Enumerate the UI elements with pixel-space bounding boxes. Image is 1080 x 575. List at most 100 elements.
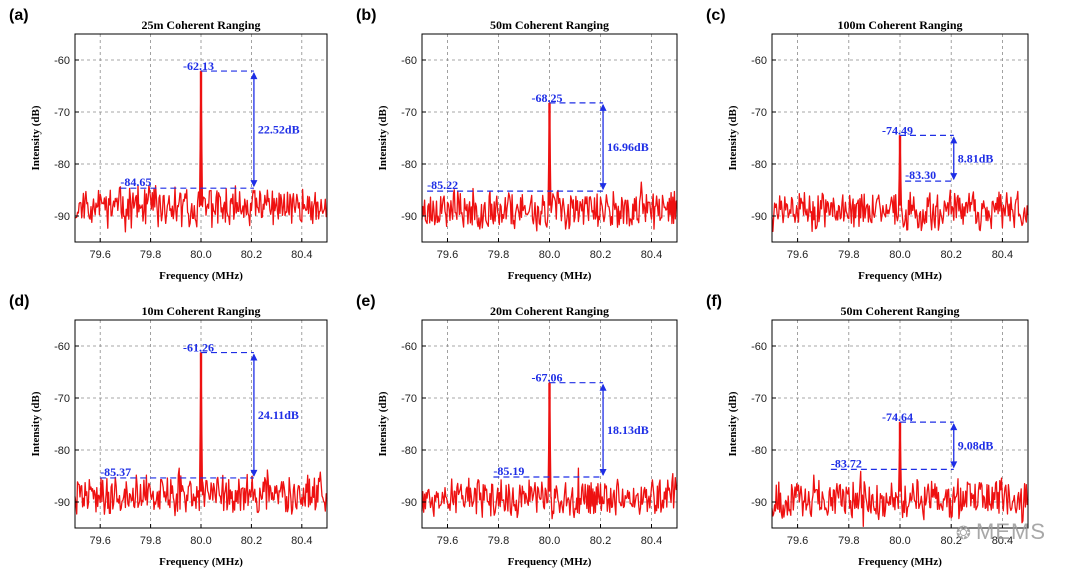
panel-label: (f) xyxy=(706,293,722,310)
x-tick-label: 80.0 xyxy=(539,249,560,261)
chart-title: 50m Coherent Ranging xyxy=(490,18,609,32)
y-tick-label: -80 xyxy=(401,445,417,457)
floor-value-label: -83.72 xyxy=(831,456,862,470)
peak-value-label: -74.49 xyxy=(882,123,913,137)
y-tick-label: -60 xyxy=(751,341,767,353)
y-axis-label: Intensity (dB) xyxy=(377,105,389,170)
x-tick-label: 80.2 xyxy=(590,535,611,547)
arrowhead-down xyxy=(950,461,958,469)
y-tick-label: -90 xyxy=(54,211,70,223)
x-tick-label: 79.6 xyxy=(437,249,458,261)
floor-value-label: -83.30 xyxy=(905,168,936,182)
y-tick-label: -70 xyxy=(401,107,417,119)
floor-value-label: -85.22 xyxy=(427,178,458,192)
peak-value-label: -74.64 xyxy=(882,410,913,424)
y-tick-label: -70 xyxy=(401,393,417,405)
y-tick-label: -80 xyxy=(751,159,767,171)
chart-title: 50m Coherent Ranging xyxy=(840,304,959,318)
x-tick-label: 79.8 xyxy=(838,249,859,261)
watermark-text: MEMS xyxy=(976,519,1046,544)
x-tick-label: 80.2 xyxy=(241,249,262,261)
arrowhead-down xyxy=(950,173,958,181)
x-tick-label: 80.2 xyxy=(940,249,961,261)
peak-value-label: -62.13 xyxy=(183,59,214,73)
x-tick-label: 79.6 xyxy=(89,249,110,261)
y-tick-label: -80 xyxy=(54,445,70,457)
difference-label: 8.81dB xyxy=(958,151,994,165)
arrowhead-up xyxy=(599,383,607,391)
chart-panel: (e) 20m Coherent Ranging 79.6 79.8 80.0 80.2 8… xyxy=(356,293,678,568)
x-tick-label: 79.6 xyxy=(787,249,808,261)
x-tick-label: 79.8 xyxy=(488,249,509,261)
x-tick-label: 80.4 xyxy=(641,249,662,261)
y-tick-label: -80 xyxy=(54,159,70,171)
x-tick-label: 80.0 xyxy=(889,535,910,547)
x-axis-label: Frequency (MHz) xyxy=(508,270,592,282)
y-axis-label: Intensity (dB) xyxy=(30,105,42,170)
y-axis-label: Intensity (dB) xyxy=(377,391,389,456)
y-tick-label: -90 xyxy=(401,497,417,509)
floor-value-label: -85.37 xyxy=(100,465,131,479)
y-tick-label: -70 xyxy=(54,107,70,119)
arrowhead-up xyxy=(250,353,258,361)
x-tick-label: 80.0 xyxy=(190,249,211,261)
panel-label: (c) xyxy=(706,7,726,24)
floor-value-label: -84.65 xyxy=(120,175,151,189)
y-axis-label: Intensity (dB) xyxy=(727,391,739,456)
arrowhead-down xyxy=(250,180,258,188)
x-tick-label: 80.4 xyxy=(992,535,1013,547)
x-tick-label: 79.8 xyxy=(140,249,161,261)
arrowhead-down xyxy=(599,183,607,191)
y-tick-label: -80 xyxy=(751,445,767,457)
difference-label: 16.96dB xyxy=(607,140,649,154)
arrowhead-down xyxy=(599,468,607,476)
y-tick-label: -70 xyxy=(54,393,70,405)
chart-panel: (d) 10m Coherent Ranging 79.6 79.8 80.0 80.2 8… xyxy=(9,293,328,568)
x-tick-label: 79.8 xyxy=(838,535,859,547)
y-tick-label: -80 xyxy=(401,159,417,171)
x-tick-label: 80.2 xyxy=(940,535,961,547)
difference-label: 22.52dB xyxy=(258,123,300,137)
panel-label: (d) xyxy=(9,293,29,310)
y-tick-label: -60 xyxy=(751,55,767,67)
difference-label: 24.11dB xyxy=(258,408,299,422)
x-tick-label: 79.6 xyxy=(787,535,808,547)
chart-title: 20m Coherent Ranging xyxy=(490,304,609,318)
x-axis-label: Frequency (MHz) xyxy=(159,556,243,568)
arrowhead-up xyxy=(599,103,607,111)
arrowhead-up xyxy=(950,423,958,431)
x-tick-label: 79.6 xyxy=(437,535,458,547)
arrowhead-down xyxy=(250,469,258,477)
y-tick-label: -90 xyxy=(751,497,767,509)
peak-value-label: -67.06 xyxy=(532,371,563,385)
panel-label: (b) xyxy=(356,7,376,24)
chart-title: 10m Coherent Ranging xyxy=(141,304,260,318)
y-tick-label: -90 xyxy=(54,497,70,509)
x-tick-label: 80.4 xyxy=(992,249,1013,261)
chart-panel: (f) 50m Coherent Ranging 79.6 79.8 80.0 80.2 8… xyxy=(706,293,1029,568)
peak-value-label: -68.25 xyxy=(532,91,563,105)
y-tick-label: -70 xyxy=(751,393,767,405)
x-axis-label: Frequency (MHz) xyxy=(858,556,942,568)
difference-label: 18.13dB xyxy=(607,423,649,437)
chart-panel: (c) 100m Coherent Ranging 79.6 79.8 80.0 80.2… xyxy=(706,7,1029,282)
x-tick-label: 80.4 xyxy=(641,535,662,547)
chart-panel: (a) 25m Coherent Ranging 79.6 79.8 80.0 80.2 8… xyxy=(9,7,328,282)
x-axis-label: Frequency (MHz) xyxy=(159,270,243,282)
arrowhead-up xyxy=(250,72,258,80)
y-tick-label: -60 xyxy=(401,55,417,67)
watermark: ❂ MEMS xyxy=(956,519,1046,545)
peak-value-label: -61.26 xyxy=(183,341,214,355)
x-axis-label: Frequency (MHz) xyxy=(508,556,592,568)
x-tick-label: 80.0 xyxy=(539,535,560,547)
chart-title: 25m Coherent Ranging xyxy=(141,18,260,32)
floor-value-label: -85.19 xyxy=(493,464,524,478)
difference-label: 9.08dB xyxy=(958,439,994,453)
chart-title: 100m Coherent Ranging xyxy=(837,18,962,32)
wechat-icon: ❂ xyxy=(955,523,972,543)
y-tick-label: -60 xyxy=(54,341,70,353)
arrowhead-up xyxy=(950,136,958,144)
x-tick-label: 80.4 xyxy=(291,535,312,547)
x-tick-label: 80.2 xyxy=(241,535,262,547)
